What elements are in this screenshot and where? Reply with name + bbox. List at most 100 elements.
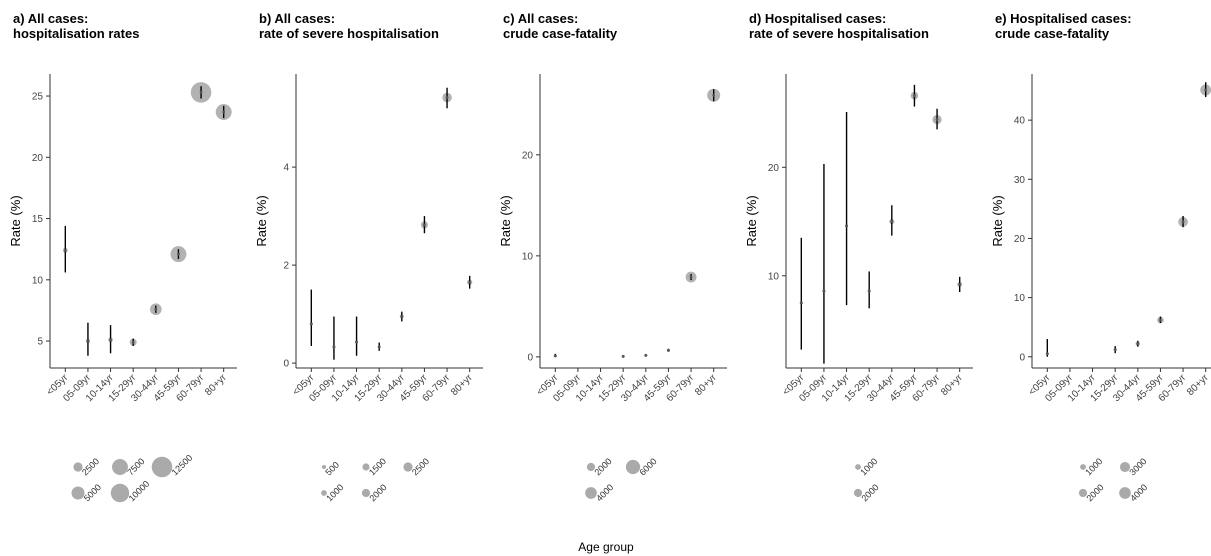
legend-label: 1500 xyxy=(367,456,388,477)
point-center xyxy=(468,280,472,284)
y-axis-label: Rate (%) xyxy=(744,195,759,246)
legend-key xyxy=(853,488,863,498)
y-tick-label: 0 xyxy=(527,352,533,363)
point-center xyxy=(445,96,449,99)
legend-key xyxy=(855,464,861,470)
panel-title-line: c) All cases: xyxy=(503,11,578,26)
x-tick-label: 80+yr xyxy=(1185,372,1211,398)
legend-key xyxy=(71,486,85,500)
legend-label: 12500 xyxy=(170,453,195,478)
panels: a) All cases:hospitalisation rates 5 10 15 2… xyxy=(8,11,1211,503)
point-center xyxy=(86,339,90,343)
size-legend: 1000 2000 3000 4000 xyxy=(1078,456,1149,503)
legend-key xyxy=(361,488,371,498)
panel-title-line: hospitalisation rates xyxy=(13,26,139,41)
panel-b: b) All cases:rate of severe hospitalisat… xyxy=(254,11,483,503)
panel-title-line: crude case-fatality xyxy=(503,26,618,41)
size-legend: 500 1000 1500 2000 2500 xyxy=(321,456,431,503)
point-center xyxy=(712,93,716,97)
legend-label: 1000 xyxy=(858,456,879,477)
point-center xyxy=(913,94,916,98)
point-center xyxy=(332,345,336,349)
legend-key xyxy=(321,490,327,496)
panel-title-line: b) All cases: xyxy=(259,11,335,26)
legend-key xyxy=(1119,487,1131,499)
panel-title-line: d) Hospitalised cases: xyxy=(749,11,886,26)
point-center xyxy=(935,118,939,121)
legend-label: 2500 xyxy=(410,456,431,477)
legend-label: 2500 xyxy=(80,456,101,477)
point-center xyxy=(177,252,180,256)
y-axis-label: Rate (%) xyxy=(990,195,1005,246)
legend-key xyxy=(1119,461,1131,473)
panel-title-line: e) Hospitalised cases: xyxy=(995,11,1132,26)
legend-key xyxy=(362,463,370,471)
point-center xyxy=(355,340,358,344)
legend-label: 6000 xyxy=(637,456,658,477)
legend-key xyxy=(625,459,641,475)
point-center xyxy=(1159,318,1162,322)
y-tick-label: 5 xyxy=(37,337,43,348)
panel-title-line: a) All cases: xyxy=(13,11,88,26)
point-center xyxy=(867,289,871,293)
x-axis-label: Age group xyxy=(578,540,634,554)
y-tick-label: 10 xyxy=(32,275,44,286)
point-center xyxy=(1136,342,1140,346)
y-tick-label: 20 xyxy=(522,150,534,161)
point-center xyxy=(400,315,404,318)
y-tick-label: 2 xyxy=(283,261,289,272)
y-tick-label: 20 xyxy=(768,163,780,174)
legend-label: 5000 xyxy=(82,482,103,503)
point-center xyxy=(63,249,67,252)
point-center xyxy=(689,275,693,279)
legend-key xyxy=(112,459,128,475)
legend-label: 1000 xyxy=(324,482,345,503)
y-tick-label: 10 xyxy=(522,251,534,262)
panel-title-line: rate of severe hospitalisation xyxy=(259,26,439,41)
point-center xyxy=(958,283,962,286)
y-axis-label: Rate (%) xyxy=(498,195,513,246)
legend-label: 500 xyxy=(323,460,341,478)
panel-title-line: rate of severe hospitalisation xyxy=(749,26,929,41)
point-center xyxy=(822,289,826,293)
y-tick-label: 0 xyxy=(1019,352,1025,363)
y-tick-label: 30 xyxy=(1014,175,1026,186)
point-center xyxy=(131,340,135,344)
legend-label: 2000 xyxy=(859,482,880,503)
point-center xyxy=(1204,88,1208,92)
legend-label: 3000 xyxy=(1127,456,1148,477)
legend-label: 7500 xyxy=(125,456,146,477)
y-tick-label: 10 xyxy=(1014,293,1026,304)
point-center xyxy=(621,354,625,358)
legend-key xyxy=(403,462,413,472)
y-tick-label: 40 xyxy=(1014,116,1026,127)
legend-key xyxy=(73,462,83,472)
panel-e: e) Hospitalised cases:crude case-fatalit… xyxy=(990,11,1211,503)
y-tick-label: 0 xyxy=(283,359,289,370)
y-axis-label: Rate (%) xyxy=(8,195,23,246)
point-center xyxy=(377,345,381,349)
point-center xyxy=(845,224,848,228)
y-tick-label: 4 xyxy=(283,163,289,174)
legend-label: 1000 xyxy=(1083,456,1104,477)
y-tick-label: 20 xyxy=(1014,234,1026,245)
point-center xyxy=(890,220,894,223)
legend-key xyxy=(586,462,596,472)
point-center xyxy=(423,223,426,227)
legend-key xyxy=(151,456,173,478)
panel-c: c) All cases:crude case-fatality 0 10 20 Rat… xyxy=(498,11,727,503)
point-center xyxy=(553,354,557,358)
panel-d: d) Hospitalised cases:rate of severe hos… xyxy=(744,11,973,503)
panel-a: a) All cases:hospitalisation rates 5 10 15 2… xyxy=(8,11,237,503)
point-center xyxy=(222,110,226,114)
point-center xyxy=(667,348,670,352)
panel-title-line: crude case-fatality xyxy=(995,26,1110,41)
point-center xyxy=(154,307,158,311)
point-center xyxy=(199,90,203,94)
size-legend: 2000 4000 6000 xyxy=(585,456,659,503)
legend-key xyxy=(1078,488,1088,498)
y-tick-label: 20 xyxy=(32,153,44,164)
y-tick-label: 10 xyxy=(768,271,780,282)
size-legend: 1000 2000 xyxy=(853,456,881,503)
